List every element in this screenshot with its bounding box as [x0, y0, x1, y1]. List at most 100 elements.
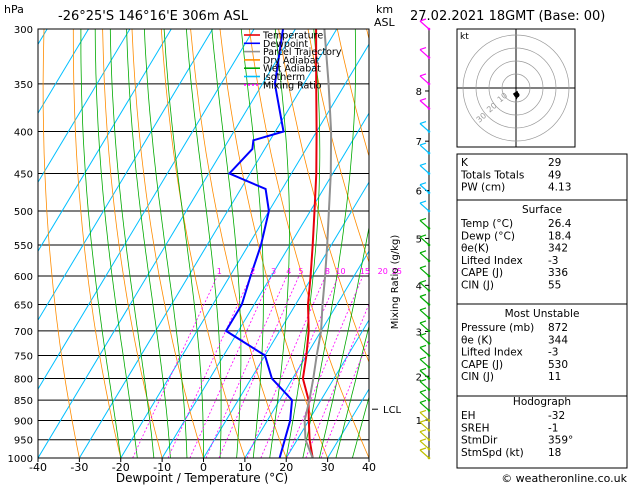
mixing-ratio-label: 1 [217, 267, 222, 276]
most-unstable-value: -3 [548, 347, 558, 359]
temperature-axis: -40 -30 -20 -10 0 10 20 30 40 [29, 458, 376, 474]
temperature-tick-label: 0 [200, 461, 207, 474]
legend-label: Parcel Trajectory [263, 47, 342, 58]
isotherm-line [38, 29, 131, 184]
wind-barb [419, 399, 431, 412]
wind-barb [419, 234, 431, 247]
isotherm-line [244, 250, 369, 458]
dry-adiabat-line [190, 29, 287, 458]
legend-label: Dewpoint [263, 39, 308, 50]
wind-barb [419, 438, 431, 451]
wet-adiabat-line [144, 29, 188, 458]
isotherm-line [161, 112, 369, 458]
mixing-ratio-label: 8 [325, 267, 330, 276]
mixing-ratio-labels: 1 2 3 4 5 8 10 15 20 25 [217, 267, 402, 276]
km-tick-label: 4 [416, 281, 422, 292]
surface-label: CIN (J) [461, 280, 494, 292]
mixing-ratio-label: 4 [286, 267, 291, 276]
surface-value: -3 [548, 255, 558, 267]
index-label: K [461, 157, 469, 169]
km-tick-label: 1 [416, 416, 422, 427]
pressure-tick-label: 850 [14, 396, 33, 407]
dry-adiabat-line [307, 29, 369, 264]
surface-box [456, 199, 628, 305]
km-tick-label: 8 [416, 87, 422, 98]
wind-barb [419, 378, 431, 391]
wind-barb [419, 200, 431, 213]
index-value: 4.13 [548, 182, 571, 194]
dry-adiabat-line [219, 29, 328, 458]
hodograph-stat-value: 18 [548, 447, 561, 459]
km-tick-label: 2 [416, 372, 422, 383]
most-unstable-label: CAPE (J) [461, 359, 503, 371]
parcel-trajectory-line [303, 29, 333, 458]
mixing-ratio-label: 15 [360, 267, 370, 276]
temperature-tick-label: 20 [279, 461, 293, 474]
wet-adiabat-line [302, 29, 357, 458]
mixing-ratio-axis-title: Mixing Ratio (g/kg) [390, 235, 401, 330]
index-value: 49 [548, 169, 561, 181]
legend-label: Mixing Ratio [263, 80, 322, 91]
mixing-ratio-line [218, 275, 300, 458]
wind-barbs [419, 18, 431, 460]
dewpoint-line [224, 29, 294, 458]
hodograph-ring [475, 47, 557, 129]
wet-adiabat-line [352, 395, 369, 458]
temperature-tick-label: -20 [112, 461, 130, 474]
pressure-tick-label: 950 [14, 436, 33, 447]
index-label: PW (cm) [461, 182, 505, 194]
wind-barb [419, 182, 431, 195]
lcl-label: LCL [383, 405, 402, 416]
surface-title: Surface [522, 204, 562, 216]
most-unstable-title: Most Unstable [505, 308, 580, 320]
dry-adiabat-line [72, 29, 122, 458]
wind-barb [419, 419, 431, 432]
most-unstable-value: 344 [548, 334, 568, 346]
wind-barb [419, 142, 431, 155]
hodograph-storm-motion [514, 92, 520, 98]
pressure-tick-label: 650 [14, 301, 33, 312]
pressure-tick-label: 800 [14, 374, 33, 385]
isotherm-line [0, 29, 6, 458]
hodograph-stat-label: StmSpd (kt) [461, 447, 524, 459]
most-unstable-label: CIN (J) [461, 371, 494, 383]
temperature-tick-label: -30 [70, 461, 88, 474]
indices-box [456, 153, 628, 201]
mixing-ratio-line [246, 275, 326, 458]
wind-barb [419, 217, 431, 230]
km-tick-label: 6 [416, 186, 422, 197]
surface-label: Dewp (°C) [461, 230, 515, 242]
mixing-ratio-line [205, 275, 288, 458]
datetime-label: 27.02.2021 18GMT (Base: 00) [410, 9, 605, 24]
pressure-tick-label: 700 [14, 327, 33, 338]
wet-adiabat-line [211, 29, 242, 458]
index-value: 29 [548, 157, 561, 169]
wind-barb [419, 344, 431, 357]
isotherm-line [120, 43, 369, 458]
wet-adiabat-line [335, 324, 369, 458]
wind-barb [419, 356, 431, 369]
wind-barb [419, 279, 431, 292]
legend-label: Wet Adiabat [263, 64, 321, 75]
mixing-ratio-line [305, 303, 369, 458]
pressure-tick-label: 450 [14, 169, 33, 180]
wind-barb [419, 409, 431, 422]
dry-adiabat-line [102, 29, 163, 458]
hpa-label: hPa [4, 3, 24, 16]
wind-barb [419, 307, 431, 320]
most-unstable-value: 872 [548, 322, 568, 334]
isotherm-line [38, 29, 255, 391]
surface-value: 342 [548, 243, 568, 255]
wind-barb [419, 320, 431, 333]
wet-adiabat-line [126, 29, 171, 458]
temperature-tick-label: 40 [362, 461, 376, 474]
wind-barb [419, 250, 431, 263]
hodograph-ring [488, 60, 544, 116]
surface-label: Temp (°C) [460, 218, 513, 230]
legend-label: Temperature [262, 31, 323, 42]
wet-adiabat-line [285, 29, 321, 458]
stats-panel: K 29 Totals Totals 49 PW (cm) 4.13 Surface Temp… [456, 153, 628, 469]
